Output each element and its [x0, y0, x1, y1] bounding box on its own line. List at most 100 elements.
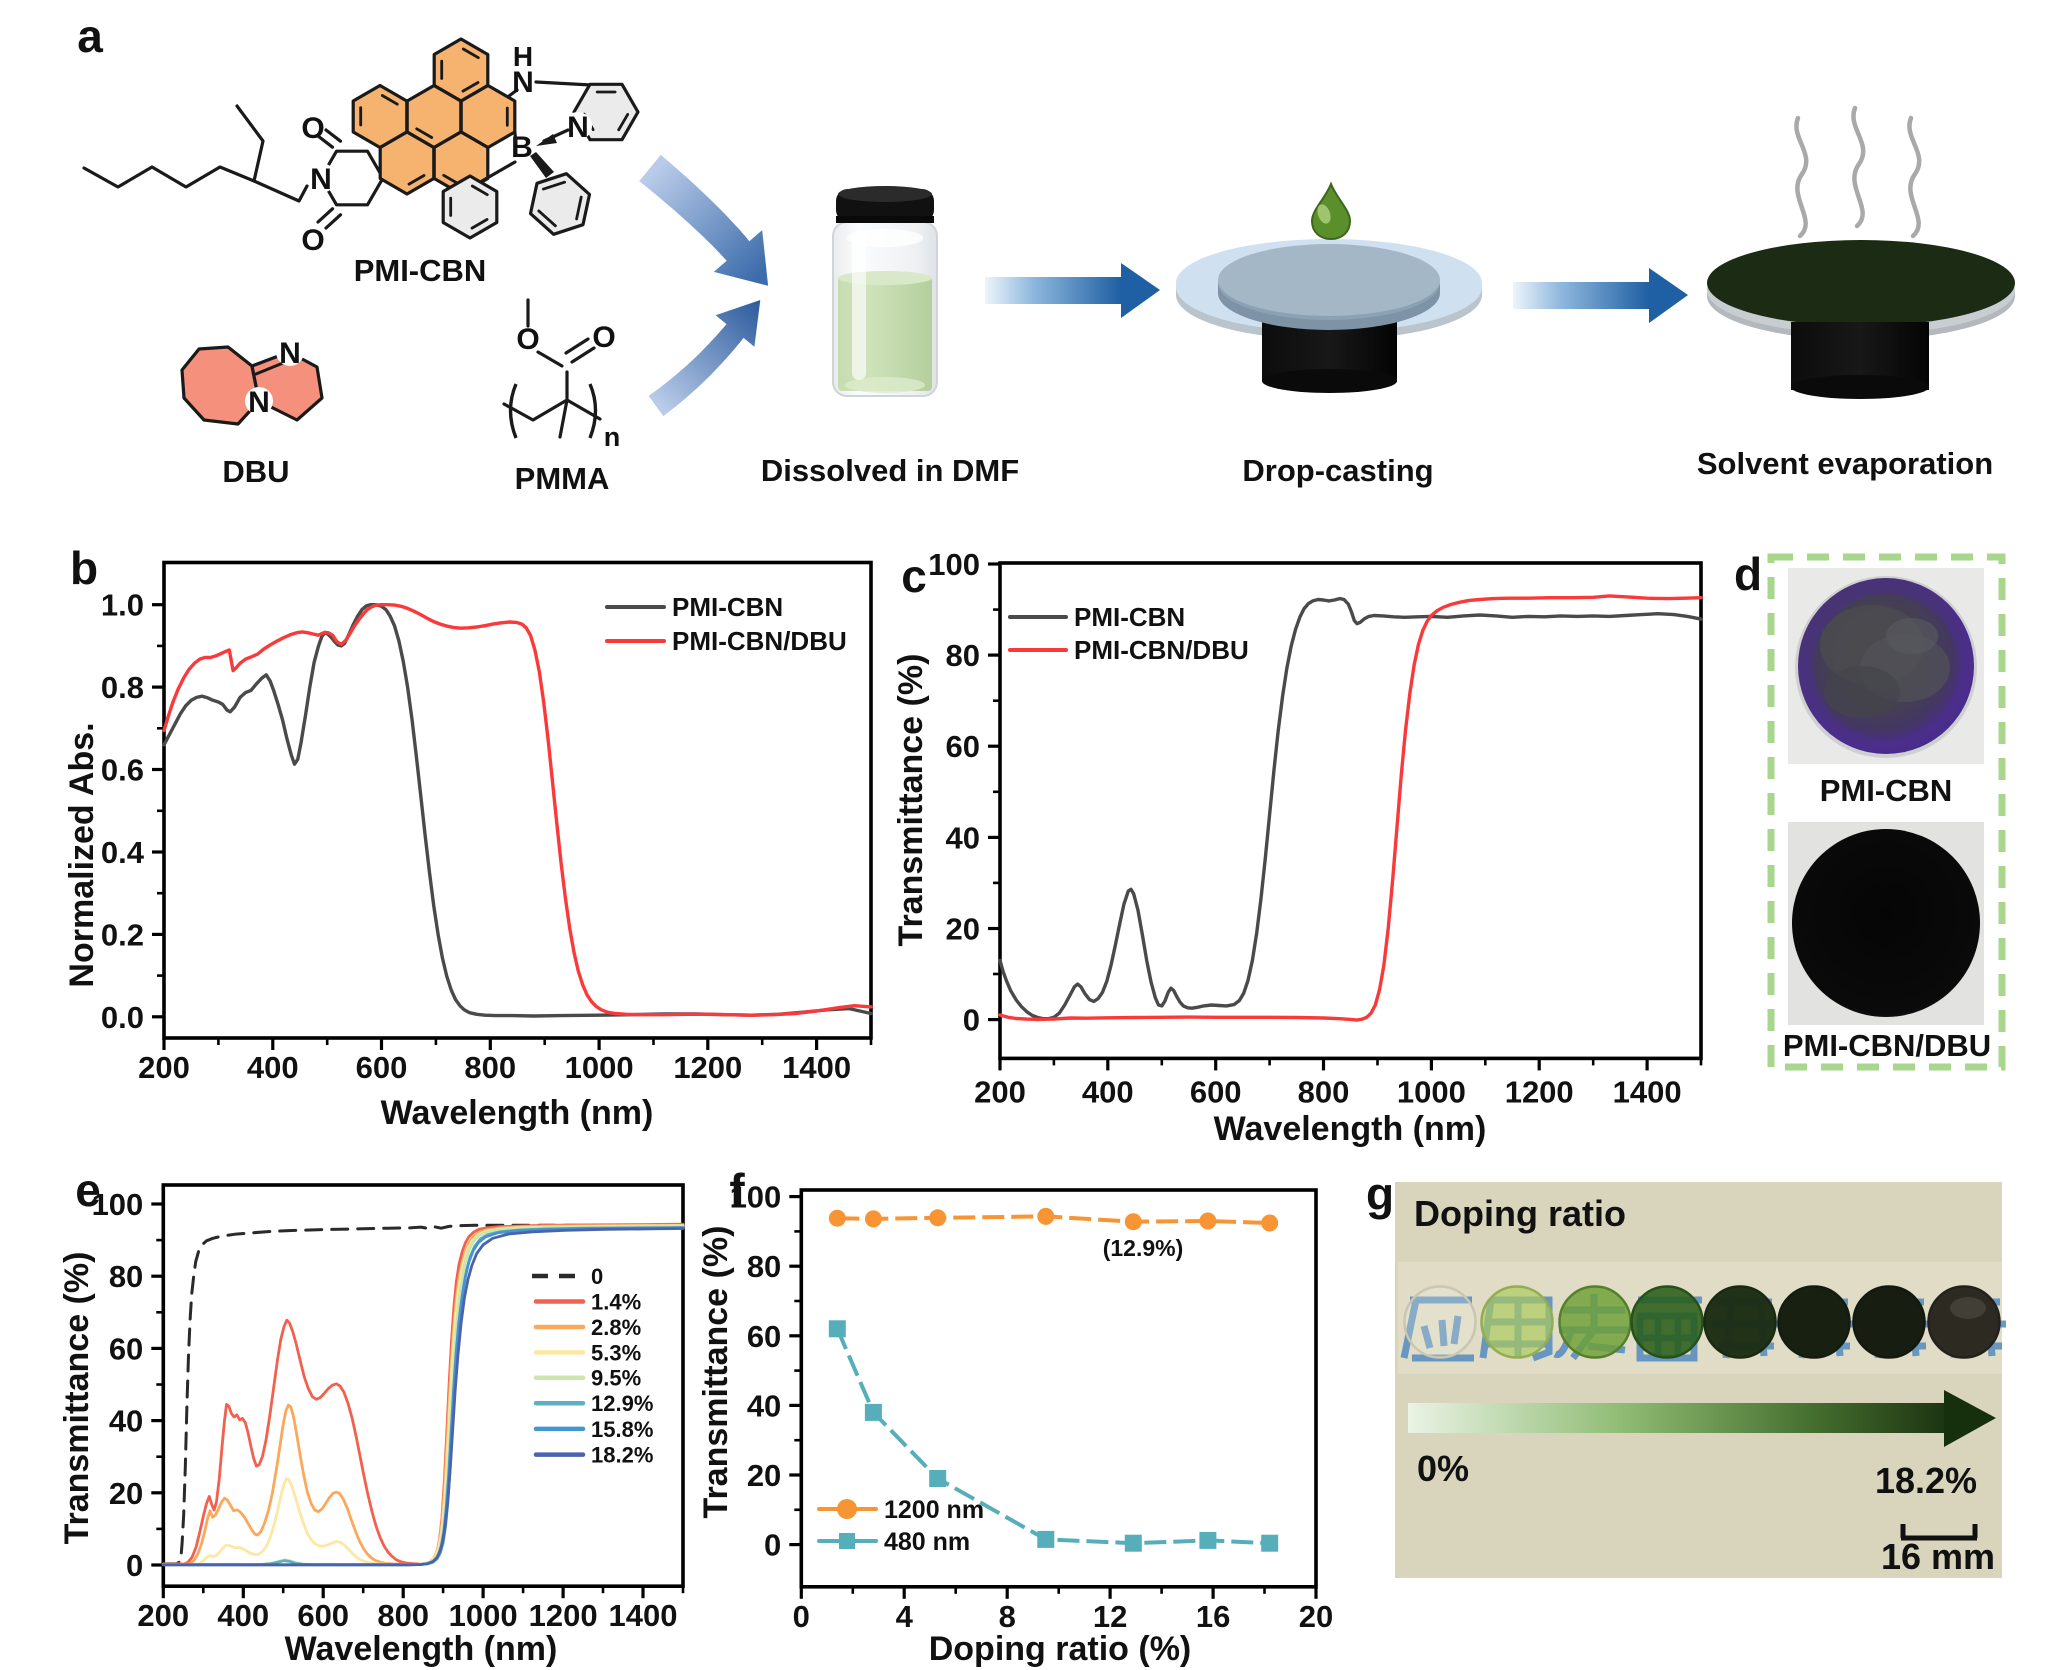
svg-text:e: e [75, 1164, 101, 1216]
svg-text:Dissolved in DMF: Dissolved in DMF [761, 453, 1019, 488]
svg-text:20: 20 [109, 1476, 143, 1511]
svg-text:100: 100 [730, 1180, 782, 1215]
svg-text:0: 0 [126, 1548, 143, 1583]
svg-text:1200: 1200 [529, 1598, 598, 1633]
svg-text:200: 200 [138, 1050, 190, 1085]
svg-text:H: H [513, 41, 533, 72]
svg-text:200: 200 [974, 1074, 1026, 1109]
svg-text:O: O [592, 321, 615, 354]
svg-text:0.0: 0.0 [101, 1000, 144, 1035]
svg-text:0.2: 0.2 [101, 917, 144, 952]
svg-text:1.4%: 1.4% [591, 1290, 641, 1315]
svg-text:PMMA: PMMA [515, 461, 610, 496]
svg-text:4: 4 [896, 1599, 914, 1634]
svg-text:5.3%: 5.3% [591, 1340, 641, 1365]
svg-text:200: 200 [137, 1598, 189, 1633]
svg-text:Wavelength (nm): Wavelength (nm) [285, 1630, 558, 1668]
svg-text:a: a [77, 10, 103, 62]
svg-text:0.4: 0.4 [101, 835, 145, 870]
svg-text:O: O [301, 112, 324, 145]
svg-text:400: 400 [1082, 1074, 1134, 1109]
svg-text:PMI-CBN/DBU: PMI-CBN/DBU [1074, 635, 1249, 665]
svg-text:1400: 1400 [782, 1050, 851, 1085]
svg-text:800: 800 [1298, 1074, 1350, 1109]
svg-text:PMI-CBN/DBU: PMI-CBN/DBU [672, 626, 847, 656]
svg-text:Solvent evaporation: Solvent evaporation [1697, 446, 1993, 481]
svg-text:Wavelength (nm): Wavelength (nm) [1214, 1110, 1487, 1148]
svg-text:Transmittance (%): Transmittance (%) [697, 1226, 735, 1519]
svg-text:80: 80 [109, 1259, 143, 1294]
svg-text:18.2%: 18.2% [1875, 1460, 1977, 1501]
svg-text:PMI-CBN/DBU: PMI-CBN/DBU [1783, 1028, 1991, 1063]
svg-text:60: 60 [946, 729, 980, 764]
svg-text:16 mm: 16 mm [1881, 1536, 1995, 1577]
svg-text:O: O [301, 224, 324, 257]
svg-text:0: 0 [591, 1264, 603, 1289]
svg-text:9.5%: 9.5% [591, 1366, 641, 1391]
svg-text:d: d [1734, 548, 1762, 600]
svg-text:b: b [70, 542, 98, 594]
svg-text:0: 0 [764, 1528, 781, 1563]
svg-text:PMI-CBN: PMI-CBN [1074, 602, 1185, 632]
svg-text:N: N [248, 386, 270, 419]
svg-text:Drop-casting: Drop-casting [1242, 453, 1433, 488]
svg-text:0: 0 [963, 1003, 980, 1038]
svg-text:40: 40 [946, 820, 980, 855]
svg-text:40: 40 [109, 1404, 143, 1439]
svg-text:Normalized Abs.: Normalized Abs. [63, 722, 101, 987]
svg-text:(12.9%): (12.9%) [1103, 1235, 1184, 1261]
svg-text:12.9%: 12.9% [591, 1391, 653, 1416]
svg-text:20: 20 [946, 912, 980, 947]
svg-text:N: N [310, 163, 332, 196]
svg-text:Transmittance (%): Transmittance (%) [58, 1252, 96, 1545]
svg-text:f: f [729, 1164, 745, 1216]
svg-text:40: 40 [747, 1388, 781, 1423]
svg-text:1400: 1400 [1613, 1074, 1682, 1109]
svg-text:Transmittance (%): Transmittance (%) [892, 654, 930, 947]
svg-text:100: 100 [928, 547, 980, 582]
svg-text:480 nm: 480 nm [884, 1528, 970, 1556]
svg-text:DBU: DBU [222, 454, 289, 489]
svg-text:0.8: 0.8 [101, 670, 144, 705]
svg-text:0%: 0% [1417, 1448, 1469, 1489]
svg-text:600: 600 [1190, 1074, 1242, 1109]
svg-text:c: c [901, 550, 927, 602]
svg-text:100: 100 [92, 1187, 144, 1222]
svg-text:Wavelength (nm): Wavelength (nm) [381, 1094, 654, 1132]
svg-text:1000: 1000 [565, 1050, 634, 1085]
svg-text:15.8%: 15.8% [591, 1417, 653, 1442]
svg-text:80: 80 [946, 638, 980, 673]
svg-text:g: g [1366, 1168, 1394, 1220]
svg-text:1200: 1200 [673, 1050, 742, 1085]
svg-text:80: 80 [747, 1249, 781, 1284]
svg-text:12: 12 [1093, 1599, 1127, 1634]
svg-text:O: O [516, 323, 539, 356]
svg-text:Doping ratio: Doping ratio [1414, 1193, 1626, 1234]
svg-text:1200: 1200 [1505, 1074, 1574, 1109]
svg-text:60: 60 [109, 1331, 143, 1366]
svg-text:20: 20 [747, 1458, 781, 1493]
svg-text:1000: 1000 [1397, 1074, 1466, 1109]
svg-text:Doping ratio (%): Doping ratio (%) [929, 1630, 1192, 1668]
svg-text:600: 600 [297, 1598, 349, 1633]
svg-text:600: 600 [356, 1050, 408, 1085]
svg-text:1000: 1000 [449, 1598, 518, 1633]
svg-text:800: 800 [377, 1598, 429, 1633]
svg-text:0.6: 0.6 [101, 753, 144, 788]
svg-text:N: N [512, 66, 534, 99]
svg-text:n: n [604, 422, 621, 452]
svg-text:800: 800 [464, 1050, 516, 1085]
svg-text:1.0: 1.0 [101, 588, 144, 623]
svg-text:20: 20 [1299, 1599, 1333, 1634]
svg-text:PMI-CBN: PMI-CBN [1820, 773, 1953, 808]
svg-text:1200 nm: 1200 nm [884, 1496, 984, 1524]
svg-text:2.8%: 2.8% [591, 1315, 641, 1340]
svg-text:400: 400 [217, 1598, 269, 1633]
svg-text:0: 0 [793, 1599, 810, 1634]
svg-text:18.2%: 18.2% [591, 1443, 653, 1468]
svg-text:N: N [279, 337, 301, 370]
svg-text:60: 60 [747, 1319, 781, 1354]
svg-text:PMI-CBN: PMI-CBN [354, 253, 487, 288]
svg-text:8: 8 [999, 1599, 1016, 1634]
svg-text:16: 16 [1196, 1599, 1230, 1634]
